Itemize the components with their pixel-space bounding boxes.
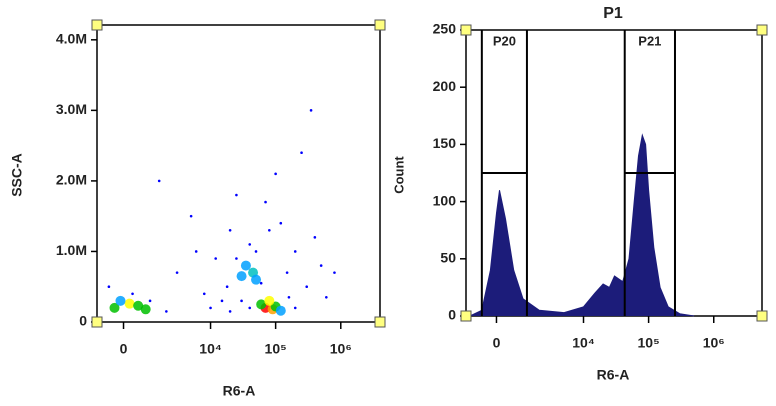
y-axis-label: Count [391, 156, 406, 194]
point [259, 281, 263, 285]
point [300, 151, 303, 154]
point [325, 296, 328, 299]
y-tick-label: 4.0M [56, 31, 87, 47]
y-tick-label: 3.0M [56, 101, 87, 117]
point [293, 306, 297, 310]
point [124, 298, 135, 309]
y-tick-label: 200 [433, 78, 457, 94]
x-tick-label: 10⁶ [703, 335, 725, 351]
point [309, 109, 313, 112]
point [248, 243, 252, 246]
point [251, 274, 262, 285]
point [194, 250, 198, 253]
y-tick-label: 1.0M [56, 242, 87, 258]
point [275, 305, 286, 316]
x-tick-label: 10⁴ [199, 341, 222, 357]
point [268, 228, 271, 232]
point [214, 257, 217, 260]
point [235, 193, 238, 197]
x-axis-label: R6-A [223, 383, 256, 399]
y-tick-label: 250 [433, 21, 457, 37]
point [319, 264, 323, 267]
point [115, 295, 126, 306]
point [133, 300, 144, 311]
point [109, 302, 120, 313]
point [228, 310, 232, 313]
point [220, 299, 224, 303]
y-tick-label: 150 [433, 135, 457, 151]
point [287, 296, 291, 299]
point [256, 299, 267, 310]
point [264, 295, 275, 306]
point [285, 271, 289, 274]
point [248, 306, 252, 310]
gate-label: P20 [493, 33, 516, 48]
corner-handles [91, 19, 768, 328]
y-tick-label: 0 [448, 307, 456, 323]
y-tick-label: 2.0M [56, 172, 87, 188]
point [165, 310, 168, 313]
y-tick-label: 100 [433, 192, 457, 208]
point [131, 292, 134, 296]
point [148, 299, 152, 303]
plots: 0 1.0M 2.0M 3.0M 4.0M 0 10⁴ 10⁵ 10⁶ 0 50 100 150 200 2… [56, 21, 725, 357]
x-tick-label: 10⁴ [572, 335, 595, 351]
point [157, 179, 161, 183]
point [107, 285, 111, 289]
point [274, 172, 277, 176]
y-tick-label: 50 [440, 250, 456, 266]
point [333, 271, 336, 274]
point [225, 285, 229, 289]
gate-label: P21 [638, 33, 661, 48]
point [293, 250, 297, 253]
point [254, 250, 258, 253]
x-tick-label: 10⁵ [638, 335, 660, 351]
x-tick-label: 0 [120, 341, 128, 357]
point [189, 214, 193, 218]
point [240, 260, 251, 271]
x-axis-label: R6-A [597, 367, 630, 383]
point [236, 271, 247, 282]
point [305, 285, 309, 289]
point [202, 292, 206, 296]
point [240, 299, 243, 303]
point [228, 228, 232, 232]
histogram-area [469, 133, 695, 317]
point [264, 200, 267, 204]
x-tick-label: 10⁶ [330, 341, 352, 357]
x-tick-label: 10⁵ [265, 341, 287, 357]
plot-frame [96, 24, 381, 323]
y-axis-label: SSC-A [9, 153, 25, 197]
point [209, 306, 212, 310]
point [175, 271, 179, 274]
point [235, 257, 238, 260]
point [140, 304, 151, 315]
point [313, 236, 317, 239]
y-tick-label: 0 [79, 313, 87, 329]
chart-title: P1 [603, 5, 623, 22]
x-tick-label: 0 [493, 335, 501, 351]
point [279, 221, 283, 225]
